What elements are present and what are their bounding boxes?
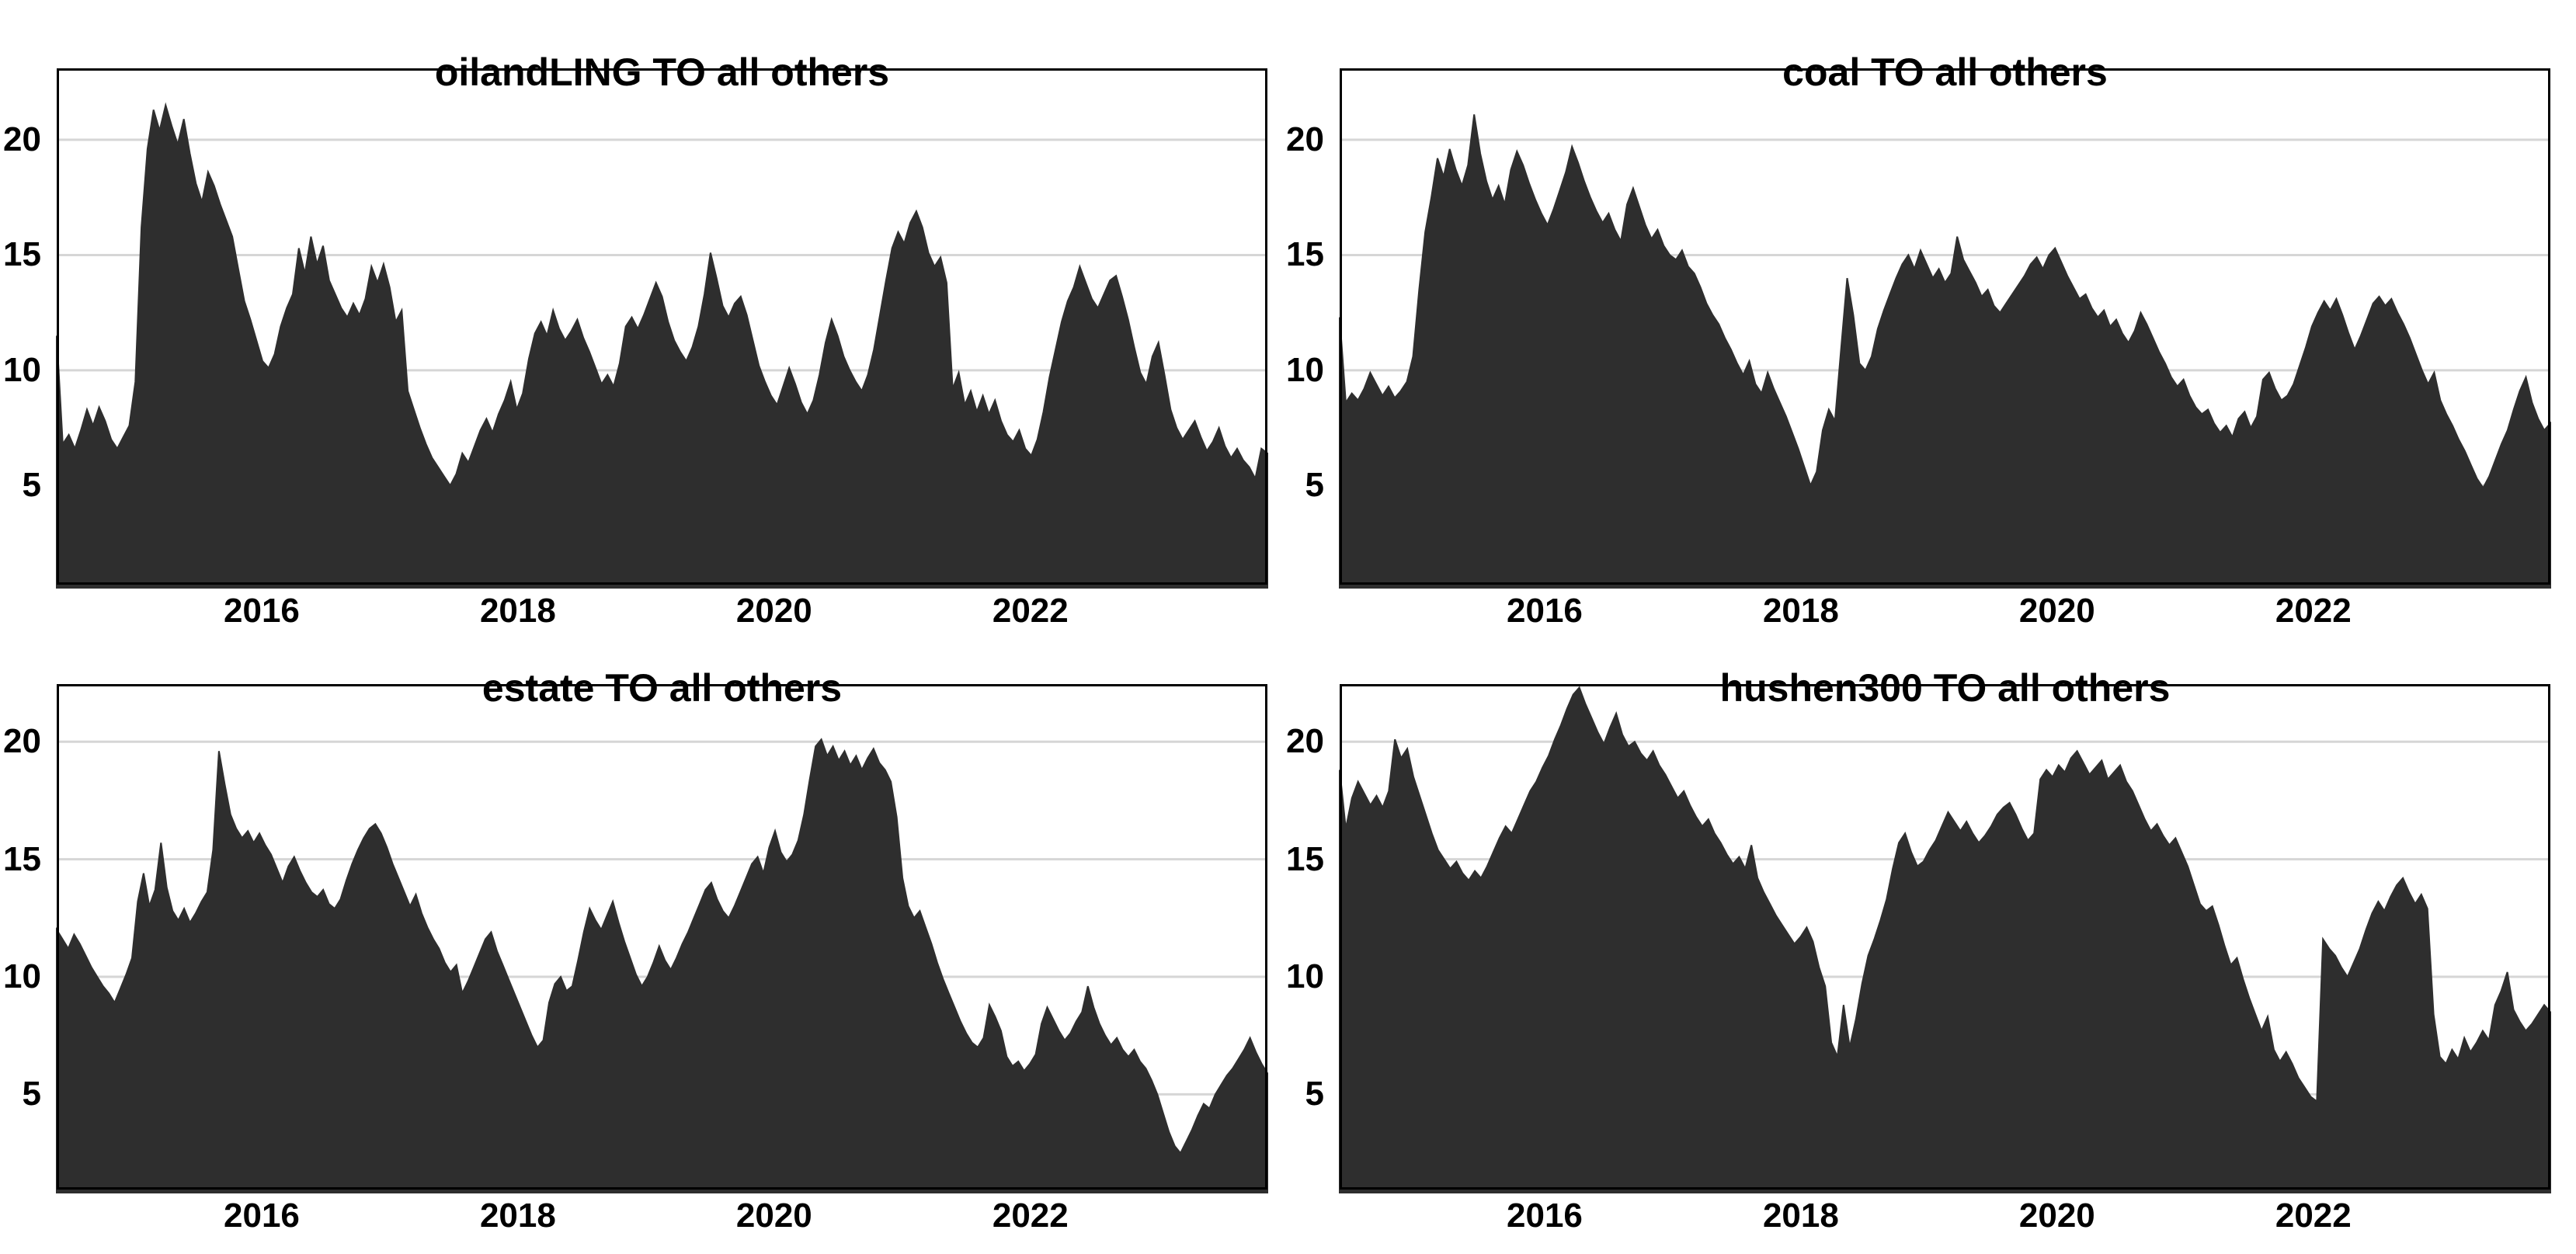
x-tick-label: 2022 [992,1197,1069,1235]
y-tick-label: 15 [3,839,41,878]
plot-hushen300: 5 10 15 20 2016 2018 2020 2022 [1286,684,2551,1235]
x-tick-label: 2018 [479,592,556,630]
x-tick-label: 2020 [735,592,812,630]
x-tick-label: 2020 [735,1197,812,1235]
y-tick-label: 15 [3,235,41,274]
y-tick-label: 20 [3,722,41,761]
y-tick-label: 10 [1286,350,1324,389]
plot-estate: 5 10 15 20 2016 2018 2020 2022 [3,684,1268,1235]
area-chart [56,68,1268,589]
x-tick-label: 2022 [992,592,1069,630]
y-tick-label: 5 [1305,466,1324,505]
plot-border [57,684,1267,1190]
x-tick-label: 2016 [1507,592,1583,630]
plot-border [1340,68,2550,585]
x-tick-label: 2018 [1762,592,1839,630]
x-tick-label: 2022 [2275,592,2352,630]
panel-title-hushen300: hushen300 TO all others [1719,665,2171,710]
x-tick-label: 2016 [1507,1197,1583,1235]
y-tick-label: 20 [3,120,41,159]
x-tick-label: 2016 [224,1197,300,1235]
y-tick-label: 20 [1286,722,1324,761]
y-tick-label: 5 [22,1075,41,1113]
y-tick-label: 15 [1286,235,1324,274]
y-tick-label: 15 [1286,839,1324,878]
x-tick-label: 2020 [2018,592,2095,630]
x-tick-label: 2018 [479,1197,556,1235]
x-tick-label: 2020 [2018,1197,2095,1235]
area-chart [1339,684,2551,1193]
y-tick-label: 10 [3,350,41,389]
y-tick-label: 5 [1305,1075,1324,1113]
x-tick-label: 2016 [224,592,300,630]
panel-title-estate: estate TO all others [481,665,843,710]
x-tick-label: 2018 [1762,1197,1839,1235]
area-series [1339,686,2551,1193]
plot-coal: 5 10 15 20 2016 2018 2020 2022 [1286,68,2551,630]
plot-border [1340,684,2550,1190]
area-chart [56,684,1268,1193]
plot-border [57,68,1267,585]
area-chart [1339,68,2551,589]
area-series [1339,114,2551,589]
y-tick-label: 10 [3,957,41,995]
y-tick-label: 10 [1286,957,1324,995]
panel-title-oilandling: oilandLING TO all others [434,50,890,94]
panel-title-coal: coal TO all others [1782,50,2108,94]
x-tick-label: 2022 [2275,1197,2352,1235]
area-series [56,738,1268,1193]
area-series [56,102,1268,589]
y-tick-label: 5 [22,466,41,505]
y-tick-label: 20 [1286,120,1324,159]
plot-oilandling: 5 10 15 20 2016 2018 2020 2022 [3,68,1268,630]
